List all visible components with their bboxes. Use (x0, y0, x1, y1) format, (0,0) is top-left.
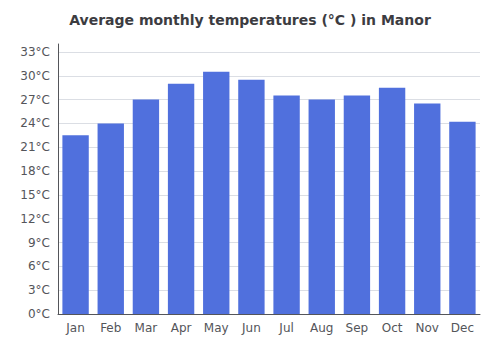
svg-text:Jan: Jan (65, 321, 85, 335)
svg-text:0°C: 0°C (28, 307, 50, 321)
svg-text:6°C: 6°C (28, 259, 50, 273)
svg-text:Nov: Nov (416, 321, 439, 335)
svg-text:Apr: Apr (171, 321, 192, 335)
svg-text:Feb: Feb (100, 321, 121, 335)
svg-text:May: May (204, 321, 229, 335)
svg-text:24°C: 24°C (20, 116, 50, 130)
svg-text:15°C: 15°C (20, 188, 50, 202)
svg-text:Mar: Mar (135, 321, 158, 335)
svg-text:12°C: 12°C (20, 212, 50, 226)
svg-text:Aug: Aug (310, 321, 333, 335)
svg-text:Jun: Jun (241, 321, 261, 335)
svg-text:Oct: Oct (382, 321, 403, 335)
svg-text:Sep: Sep (346, 321, 369, 335)
svg-text:18°C: 18°C (20, 164, 50, 178)
svg-text:33°C: 33°C (20, 45, 50, 59)
svg-text:9°C: 9°C (28, 236, 50, 250)
svg-text:Average monthly temperatures (: Average monthly temperatures (°C ) in Ma… (69, 12, 431, 28)
svg-text:30°C: 30°C (20, 69, 50, 83)
svg-text:Dec: Dec (451, 321, 474, 335)
svg-text:21°C: 21°C (20, 140, 50, 154)
svg-text:Jul: Jul (278, 321, 293, 335)
svg-text:3°C: 3°C (28, 283, 50, 297)
svg-text:27°C: 27°C (20, 93, 50, 107)
